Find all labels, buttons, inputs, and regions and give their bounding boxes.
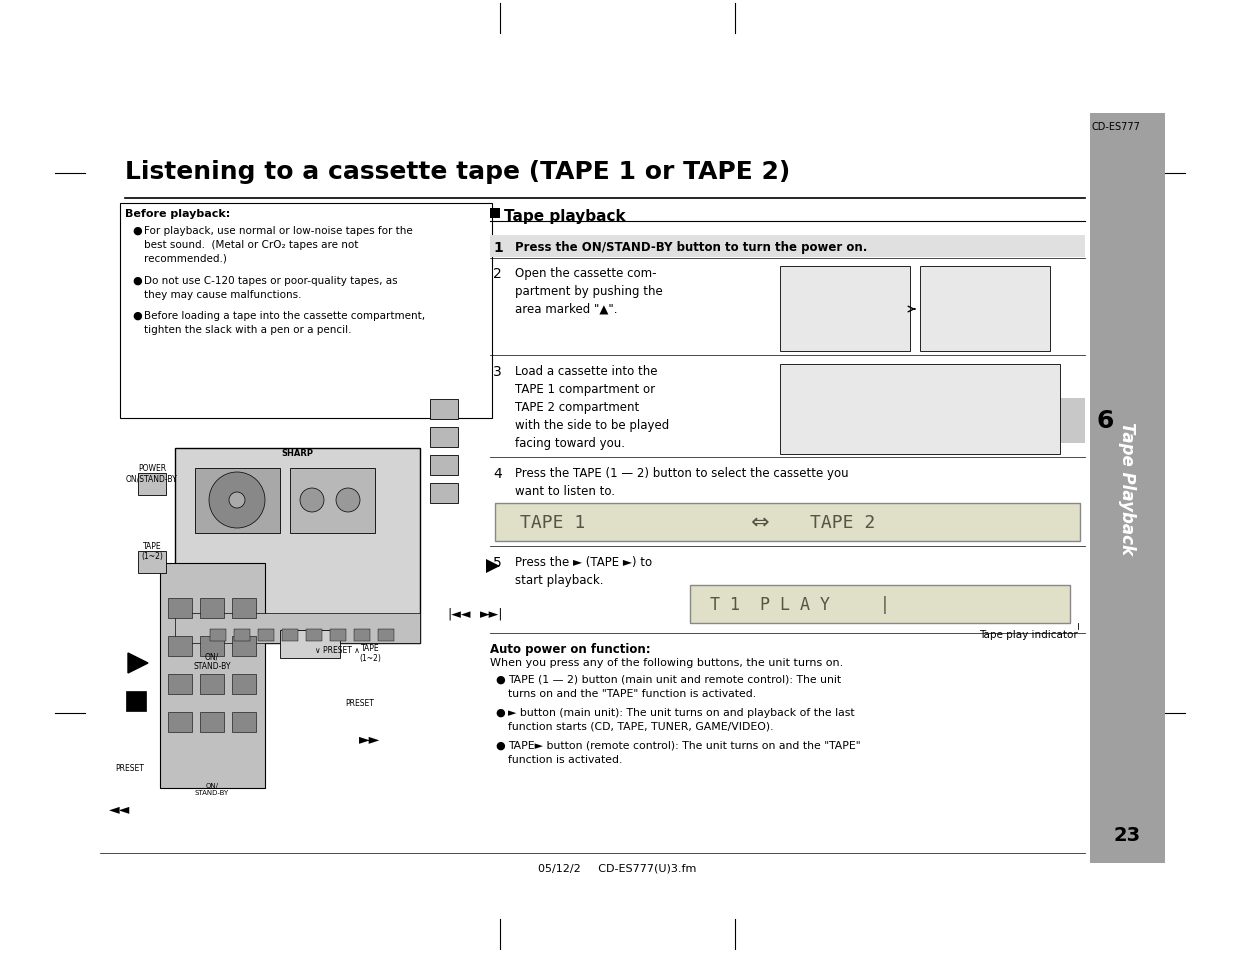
Text: ●: ● [495,740,505,750]
Polygon shape [128,654,148,673]
Bar [490,235,1086,257]
Text: TAPE (1 — 2) button (main unit and remote control): The unit
turns on and the "T: TAPE (1 — 2) button (main unit and remot… [508,675,841,698]
Text: 6: 6 [1097,409,1114,433]
Text: TAPE
(1~2): TAPE (1~2) [141,541,163,560]
Text: ∨ PRESET ∧: ∨ PRESET ∧ [315,645,359,655]
Text: PRESET: PRESET [346,699,374,707]
Bar [232,675,256,695]
Bar [495,503,1079,541]
Bar [126,691,146,711]
Text: ●: ● [495,675,505,684]
Bar [430,399,458,419]
Text: Tape Playback: Tape Playback [1118,422,1136,555]
Text: Tape playback: Tape playback [504,209,626,224]
Bar [210,629,226,641]
Text: ◄◄: ◄◄ [110,801,131,815]
Text: Press the TAPE (1 — 2) button to select the cassette you
want to listen to.: Press the TAPE (1 — 2) button to select … [515,467,848,497]
Bar [232,637,256,657]
Text: CD-ES777: CD-ES777 [1092,122,1141,132]
Text: ► button (main unit): The unit turns on and playback of the last
function starts: ► button (main unit): The unit turns on … [508,707,855,731]
Text: Tape play indicator: Tape play indicator [979,629,1078,639]
Text: ON/
STAND-BY: ON/ STAND-BY [193,651,231,671]
Text: For playback, use normal or low-noise tapes for the
best sound.  (Metal or CrO₂ : For playback, use normal or low-noise ta… [144,226,412,263]
Bar [232,598,256,618]
Bar [280,630,340,659]
Bar [200,598,224,618]
Bar [120,204,492,418]
Text: ●: ● [132,311,142,320]
Bar [430,483,458,503]
Text: TAPE► button (remote control): The unit turns on and the "TAPE"
function is acti: TAPE► button (remote control): The unit … [508,740,861,763]
Text: Press the ► (TAPE ►) to
start playback.: Press the ► (TAPE ►) to start playback. [515,556,652,586]
Text: ●: ● [132,275,142,286]
Text: 2: 2 [493,267,501,281]
Text: ⇔: ⇔ [751,513,769,533]
Bar [200,637,224,657]
Text: TAPE
(1~2): TAPE (1~2) [359,643,380,662]
Circle shape [209,473,266,529]
Text: ●: ● [495,707,505,718]
Bar [168,675,191,695]
Polygon shape [487,559,500,574]
Text: ●: ● [132,226,142,235]
Circle shape [228,493,245,509]
Text: Open the cassette com-
partment by pushing the
area marked "▲".: Open the cassette com- partment by pushi… [515,267,663,315]
Text: T 1  P L A Y     |: T 1 P L A Y | [710,596,890,614]
Bar [195,469,280,534]
Text: When you press any of the following buttons, the unit turns on.: When you press any of the following butt… [490,658,844,667]
Text: Before playback:: Before playback: [125,209,230,219]
Text: Listening to a cassette tape (TAPE 1 or TAPE 2): Listening to a cassette tape (TAPE 1 or … [125,160,790,184]
Text: Load a cassette into the
TAPE 1 compartment or
TAPE 2 compartment
with the side : Load a cassette into the TAPE 1 compartm… [515,365,669,450]
Circle shape [300,489,324,513]
Text: |◄◄: |◄◄ [447,607,471,619]
Text: TAPE 1: TAPE 1 [520,514,585,532]
Bar [138,474,165,496]
Text: ►►: ►► [359,731,380,745]
Text: Press the ON/STAND-BY button to turn the power on.: Press the ON/STAND-BY button to turn the… [515,241,867,253]
Text: Auto power on function:: Auto power on function: [490,642,651,656]
Bar [138,552,165,574]
Bar [354,629,370,641]
Bar [690,585,1070,623]
Bar [175,449,420,643]
Bar [200,712,224,732]
Bar [781,365,1060,455]
Bar [1091,113,1165,863]
Bar [920,267,1050,352]
Bar [490,209,500,219]
Bar [161,563,266,788]
Text: TAPE 2: TAPE 2 [810,514,876,532]
Text: Do not use C-120 tapes or poor-quality tapes, as
they may cause malfunctions.: Do not use C-120 tapes or poor-quality t… [144,275,398,299]
Bar [378,629,394,641]
Text: PRESET: PRESET [116,763,144,772]
Bar [168,637,191,657]
Text: POWER
ON/STAND-BY: POWER ON/STAND-BY [126,463,178,483]
Bar [282,629,298,641]
Text: Before loading a tape into the cassette compartment,
tighten the slack with a pe: Before loading a tape into the cassette … [144,311,425,335]
Bar [430,428,458,448]
Circle shape [336,489,359,513]
Bar [306,629,322,641]
Bar [258,629,274,641]
Bar [168,712,191,732]
Text: ►►|: ►►| [480,607,504,619]
Text: SHARP: SHARP [282,449,312,457]
Bar [232,712,256,732]
Text: ON/
STAND-BY: ON/ STAND-BY [195,782,230,795]
Bar [781,267,910,352]
Text: 05/12/2     CD-ES777(U)3.fm: 05/12/2 CD-ES777(U)3.fm [537,863,697,873]
Bar [290,469,375,534]
Text: 1: 1 [493,241,503,254]
Text: 4: 4 [493,467,501,480]
Text: 3: 3 [493,365,501,378]
Bar [175,614,420,643]
Bar [330,629,346,641]
Text: 23: 23 [1114,825,1141,844]
Bar [200,675,224,695]
Bar [168,598,191,618]
Bar [430,456,458,476]
Bar [1020,398,1086,443]
Bar [233,629,249,641]
Text: 5: 5 [493,556,501,569]
